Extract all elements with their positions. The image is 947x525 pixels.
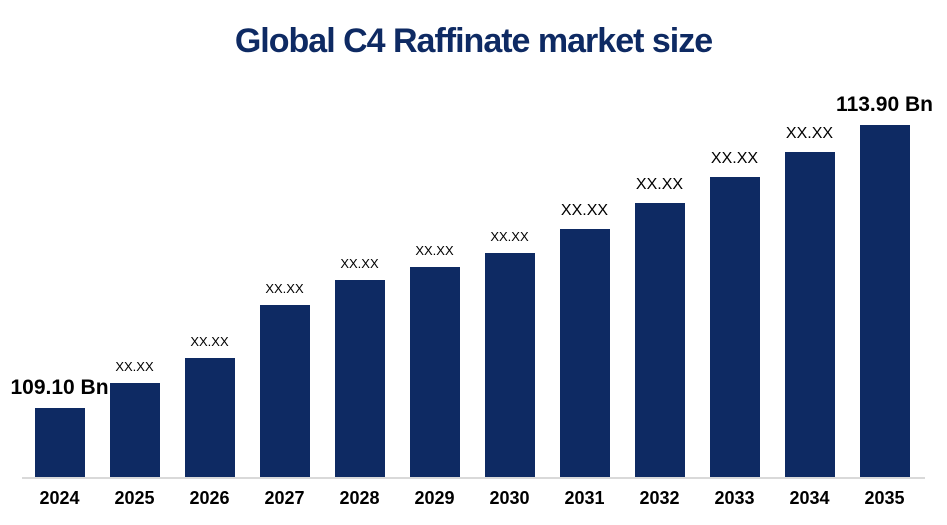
bar-column: XX.XX bbox=[247, 282, 322, 477]
x-axis-label: 2035 bbox=[864, 488, 905, 508]
bar bbox=[859, 125, 910, 477]
bar-value-label: XX.XX bbox=[340, 256, 379, 271]
bar-value-label: XX.XX bbox=[560, 202, 609, 219]
bar-column: XX.XX bbox=[772, 126, 847, 477]
bar-column: XX.XX bbox=[322, 257, 397, 477]
bar bbox=[259, 305, 310, 477]
x-axis-label: 2025 bbox=[114, 488, 155, 508]
bar bbox=[409, 267, 460, 477]
bar-value-label: XX.XX bbox=[490, 229, 529, 244]
bar-column: XX.XX bbox=[697, 151, 772, 477]
x-axis-label: 2028 bbox=[339, 488, 380, 508]
bar bbox=[559, 229, 610, 477]
bar-value-label: 109.10 Bn bbox=[10, 376, 109, 399]
x-axis-label: 2026 bbox=[189, 488, 230, 508]
bar-value-label: XX.XX bbox=[115, 359, 154, 374]
bar bbox=[784, 152, 835, 477]
x-axis-label: 2027 bbox=[264, 488, 305, 508]
x-axis-labels: 2024 2025 2026 2027 2028 2029 2030 2031 2032 2033… bbox=[22, 489, 922, 507]
bar-value-label: XX.XX bbox=[415, 243, 454, 258]
x-axis-label: 2033 bbox=[714, 488, 755, 508]
bar-column: 113.90 Bn bbox=[836, 94, 933, 477]
bars-area: 109.10 Bn XX.XX XX.XX XX.XX XX.XX XX.XX XX.XX X… bbox=[10, 94, 933, 477]
bar-value-label: XX.XX bbox=[190, 334, 229, 349]
bar bbox=[334, 280, 385, 477]
x-axis-label: 2029 bbox=[414, 488, 455, 508]
x-axis-label: 2031 bbox=[564, 488, 605, 508]
bar bbox=[634, 203, 685, 477]
bar bbox=[109, 383, 160, 477]
bar-column: XX.XX bbox=[547, 203, 622, 477]
bar-value-label: XX.XX bbox=[710, 150, 759, 167]
bar bbox=[184, 358, 235, 477]
x-axis-label: 2024 bbox=[39, 488, 80, 508]
bar-value-label: XX.XX bbox=[265, 281, 304, 296]
bar-column: XX.XX bbox=[472, 230, 547, 477]
chart-title: Global C4 Raffinate market size bbox=[234, 22, 713, 60]
bar-column: XX.XX bbox=[622, 177, 697, 477]
bar bbox=[709, 177, 760, 477]
bar-value-label: XX.XX bbox=[635, 176, 684, 193]
bar-column: XX.XX bbox=[397, 244, 472, 477]
x-axis-label: 2030 bbox=[489, 488, 530, 508]
bar-column: 109.10 Bn bbox=[10, 377, 109, 477]
bar-column: XX.XX bbox=[97, 360, 172, 477]
bar-column: XX.XX bbox=[172, 335, 247, 477]
x-axis-line bbox=[22, 477, 925, 479]
bar-value-label: XX.XX bbox=[785, 125, 834, 142]
bar-value-label: 113.90 Bn bbox=[836, 93, 933, 116]
bar bbox=[484, 253, 535, 477]
bar bbox=[34, 408, 85, 477]
x-axis-label: 2032 bbox=[639, 488, 680, 508]
x-axis-label: 2034 bbox=[789, 488, 830, 508]
